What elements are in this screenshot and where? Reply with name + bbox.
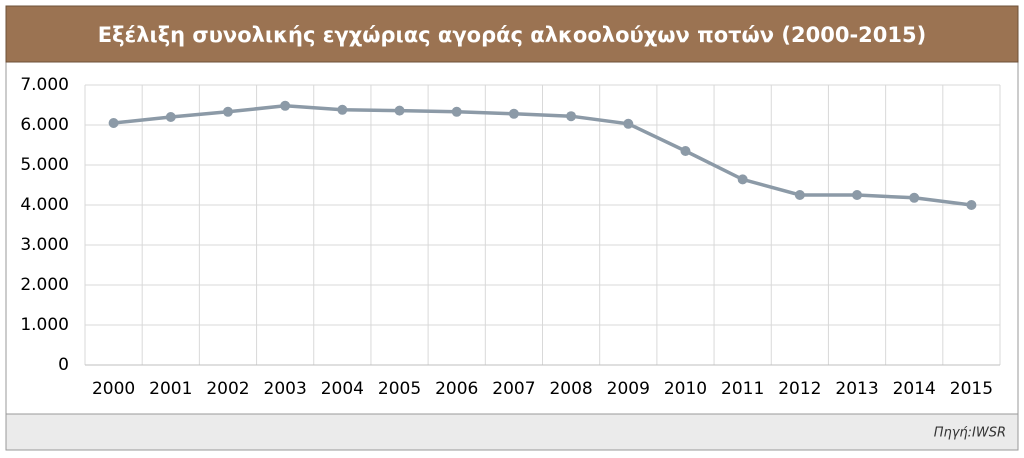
y-tick-label: 2.000 [20,275,69,295]
x-tick-label: 2006 [435,379,478,399]
data-point [394,105,405,116]
chart-frame [5,5,1019,451]
data-point [794,190,805,200]
data-point [451,106,462,117]
data-point [623,118,634,129]
x-tick-label: 2008 [549,379,592,399]
y-tick-label: 4.000 [20,195,69,215]
y-tick-label: 5.000 [20,155,69,175]
x-tick-label: 2009 [607,379,650,399]
footer-bar [5,413,1019,451]
x-tick-label: 2010 [664,379,707,399]
x-tick-label: 2004 [321,379,364,399]
x-tick-label: 2005 [378,379,421,399]
data-point [852,190,863,200]
x-tick-label: 2014 [893,379,936,399]
x-tick-label: 2000 [92,379,135,399]
data-point [737,174,748,185]
x-tick-label: 2001 [149,379,192,399]
x-tick-label: 2013 [835,379,878,399]
data-point [966,200,977,210]
y-tick-label: 7.000 [20,75,69,95]
chart-title: Εξέλιξη συνολικής εγχώριας αγοράς αλκοολ… [98,23,926,47]
data-point [909,192,920,203]
x-tick-label: 2015 [950,379,993,399]
data-point [566,111,577,122]
source-note: Πηγή:IWSR [934,426,1006,441]
data-point [222,106,233,117]
y-tick-label: 0 [58,355,69,375]
data-point [680,146,691,156]
y-tick-label: 1.000 [20,315,69,335]
data-point [280,100,291,111]
data-line [113,104,972,207]
y-tick-label: 6.000 [20,115,69,135]
x-tick-label: 2011 [721,379,764,399]
data-point [165,112,176,122]
x-tick-label: 2002 [206,379,249,399]
x-tick-label: 2007 [492,379,535,399]
title-bar [5,5,1019,63]
x-tick-label: 2003 [264,379,307,399]
y-tick-label: 3.000 [20,235,69,255]
data-point [108,118,119,128]
data-point [508,108,519,119]
x-tick-label: 2012 [778,379,821,399]
data-point [337,104,348,115]
